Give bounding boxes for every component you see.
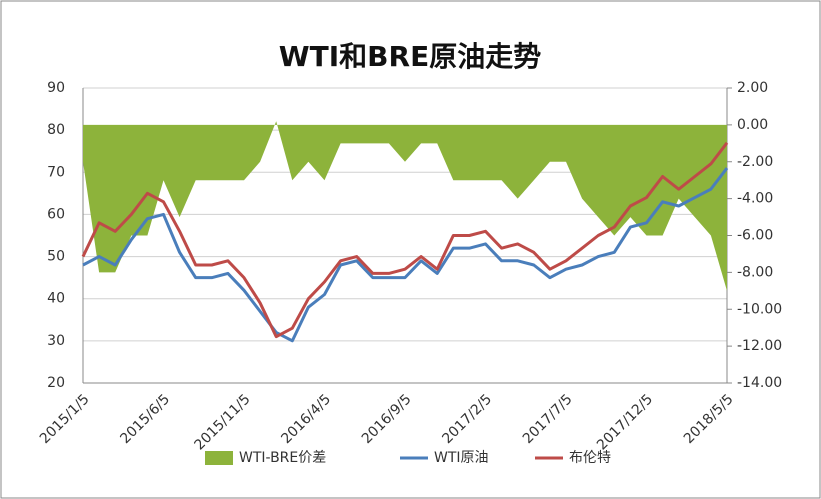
y2-tick-label: 0.00 bbox=[737, 117, 768, 133]
y2-tick-label: 2.00 bbox=[737, 80, 768, 96]
legend-label: WTI原油 bbox=[434, 450, 489, 466]
line bbox=[81, 141, 729, 339]
y2-tick-label: -14.00 bbox=[737, 375, 782, 391]
y-tick-label: 30 bbox=[47, 333, 65, 349]
y2-tick-label: -8.00 bbox=[737, 264, 773, 280]
y2-tick-label: -4.00 bbox=[737, 191, 773, 207]
y-tick-label: 90 bbox=[47, 80, 65, 96]
y-tick-label: 40 bbox=[47, 291, 65, 307]
legend-label: 布伦特 bbox=[569, 450, 611, 466]
y2-tick-label: -12.00 bbox=[737, 338, 782, 354]
y-tick-label: 60 bbox=[47, 206, 65, 222]
y-tick-label: 20 bbox=[47, 375, 65, 391]
line bbox=[82, 167, 729, 343]
y2-tick-label: -6.00 bbox=[737, 228, 773, 244]
y2-tick-label: -10.00 bbox=[737, 301, 782, 317]
y-tick-label: 80 bbox=[47, 122, 65, 138]
y-tick-label: 50 bbox=[47, 249, 65, 265]
chart-title: WTI和BRE原油走势 bbox=[279, 40, 541, 73]
y2-tick-label: -2.00 bbox=[737, 154, 773, 170]
area bbox=[83, 121, 727, 291]
legend-swatch bbox=[205, 451, 233, 465]
legend-label: WTI-BRE价差 bbox=[239, 450, 326, 466]
y-tick-label: 70 bbox=[47, 164, 65, 180]
